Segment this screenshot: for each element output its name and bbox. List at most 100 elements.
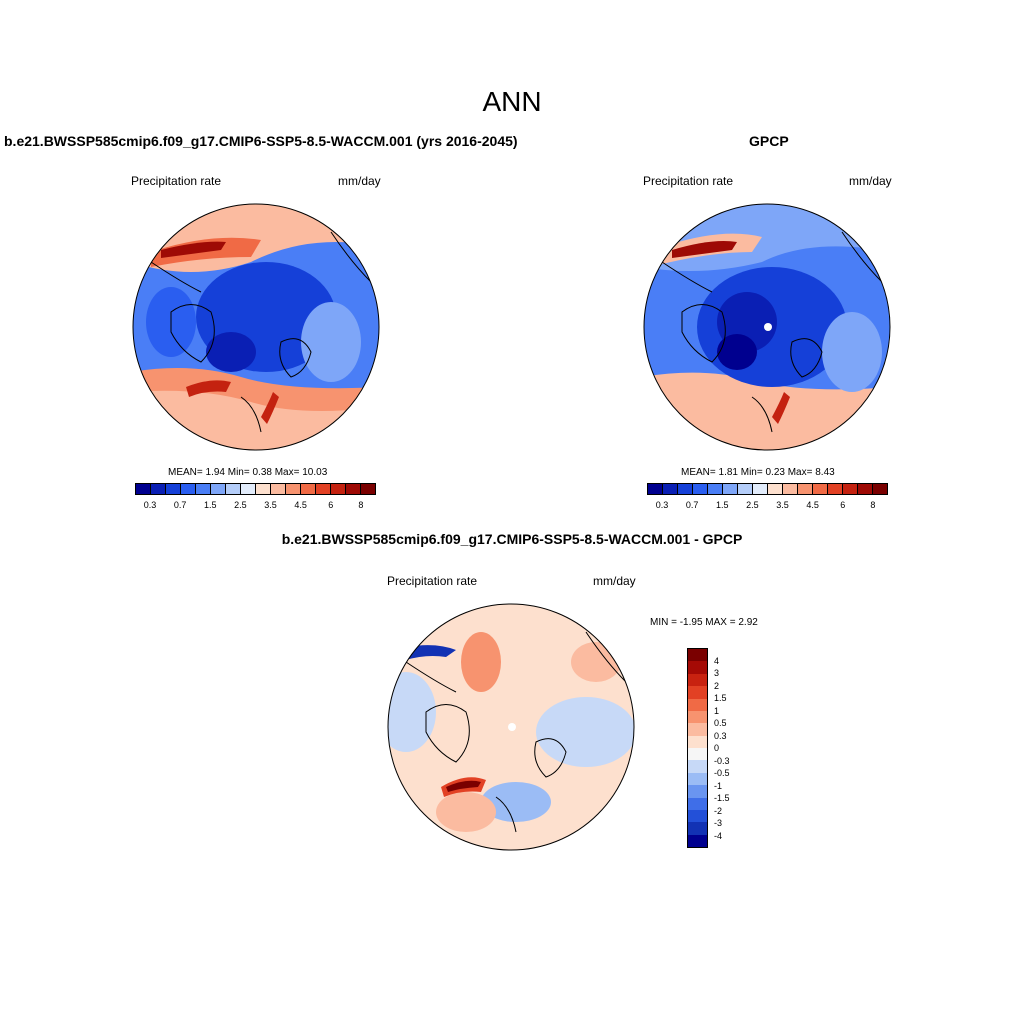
panel-2-variable: Precipitation rate [643,174,734,188]
panel-2-colorbar-tick-label: 0.7 [685,500,699,510]
panel-3-colorbar-tick-label: -0.3 [714,755,730,766]
panel-3-colorbar-swatch [688,673,707,687]
panel-1-colorbar-swatch [211,484,226,494]
panel-2-colorbar [647,483,888,495]
panel-2-colorbar-swatch [873,484,887,494]
panel-2-colorbar-tick-label: 8 [870,500,876,510]
panel-2-colorbar-swatch [768,484,783,494]
panel-2-map [643,203,891,451]
panel-3-colorbar-tick-label: -4 [714,830,723,841]
panel-2-colorbar-tick-label: 1.5 [716,500,729,510]
panel-1-colorbar-tick-label: 8 [358,500,364,510]
panel-1-colorbar-swatch [271,484,286,494]
panel-1-map [132,203,380,451]
panel-3-colorbar-tick-label: -0.5 [714,768,730,778]
panel-1-colorbar-swatch [151,484,166,494]
panel-3-colorbar-tick-label: 4 [714,655,720,666]
panel-1-colorbar-tick-label: 2.5 [234,500,247,510]
panel-3-colorbar-swatch [688,822,707,835]
panel-1-colorbar-swatch [316,484,331,494]
panel-3-colorbar-tick-label: -3 [714,818,723,828]
panel-1-colorbar-tick-label: 1.5 [204,500,217,510]
panel-2-colorbar-swatch [708,484,723,494]
panel-2-colorbar-tick-label: 4.5 [806,500,819,510]
panel-2-colorbar-swatch [783,484,798,494]
panel-2-stats: MEAN= 1.81 Min= 0.23 Max= 8.43 [681,467,835,478]
panel-2-colorbar-tick-label: 2.5 [746,500,759,510]
panel-3-colorbar-swatch [688,661,707,674]
panel-3-colorbar-swatch [688,772,707,786]
panel-3-colorbar-tick-label: -1.5 [714,793,730,803]
panel-3-colorbar-ticks: 4 3 2 1.5 1 0.5 0.3 0 -0.3 -0.5 -1 -1.5 -2 -3 -4 [714,648,754,848]
panel-1-stats: MEAN= 1.94 Min= 0.38 Max= 10.03 [168,467,328,478]
panel-3-colorbar-swatch [688,834,707,847]
panel-3-colorbar [687,648,708,848]
panel-2-colorbar-swatch [843,484,858,494]
panel-1-colorbar-swatch [226,484,241,494]
panel-2-colorbar-swatch [663,484,678,494]
panel-3-colorbar-swatch [688,735,707,748]
panel-2-colorbar-swatch [738,484,753,494]
panel-3-colorbar-tick-label: 0.5 [714,718,727,728]
panel-3-colorbar-tick-label: 2 [714,680,720,691]
panel-3-colorbar-swatch [688,723,707,736]
panel-3-colorbar-tick-label: -1 [714,780,723,791]
panel-1-colorbar-swatch [241,484,256,494]
panel-2-colorbar-swatch [828,484,843,494]
panel-1-colorbar-swatch [196,484,211,494]
panel-1-colorbar-swatch [361,484,375,494]
panel-1-colorbar-swatch [286,484,301,494]
panel-2-colorbar-swatch [798,484,813,494]
panel-1-colorbar-swatch [136,484,151,494]
panel-2-colorbar-swatch [723,484,738,494]
panel-2-colorbar-swatch [678,484,693,494]
season-title: ANN [482,86,542,117]
panel-3-colorbar-tick-label: 0 [714,743,720,753]
panel-1-colorbar-ticks: 0.3 0.7 1.5 2.5 3.5 4.5 6 8 [135,500,376,514]
panel-2-units: mm/day [849,174,892,188]
panel-1-colorbar-tick-label: 0.7 [173,500,187,510]
panel-1-colorbar-swatch [331,484,346,494]
panel-2-colorbar-swatch [693,484,708,494]
panel-3-units: mm/day [593,574,636,588]
panel-1-colorbar-tick-label: 4.5 [294,500,307,510]
panel-2-colorbar-tick-label: 6 [840,500,846,510]
panel-1-colorbar-tick-label: 6 [328,500,334,510]
panel-2-colorbar-swatch [648,484,663,494]
panel-3-colorbar-swatch [688,748,707,761]
panel-2-title: GPCP [749,133,789,149]
panel-2-colorbar-swatch [753,484,768,494]
panel-3-stats: MIN = -1.95 MAX = 2.92 [650,617,758,628]
panel-3-colorbar-swatch [688,785,707,798]
panel-2-colorbar-swatch [858,484,873,494]
panel-1-title: b.e21.BWSSP585cmip6.f09_g17.CMIP6-SSP5-8… [4,133,518,149]
panel-3-map [387,603,635,851]
panel-1-colorbar [135,483,376,495]
panel-3-colorbar-swatch [688,649,707,662]
panel-3-colorbar-swatch [688,760,707,773]
panel-2-colorbar-ticks: 0.3 0.7 1.5 2.5 3.5 4.5 6 8 [647,500,888,514]
panel-3-variable: Precipitation rate [387,574,478,588]
panel-1-units: mm/day [338,174,381,188]
panel-3-colorbar-swatch [688,710,707,724]
panel-2-colorbar-swatch [813,484,828,494]
panel-1-colorbar-swatch [166,484,181,494]
panel-3-colorbar-swatch [688,797,707,810]
panel-1-colorbar-swatch [181,484,196,494]
panel-1-colorbar-swatch [346,484,361,494]
panel-3-colorbar-tick-label: 3 [714,668,720,678]
panel-1-colorbar-swatch [256,484,271,494]
panel-3-colorbar-swatch [688,809,707,823]
panel-1-colorbar-tick-label: 3.5 [264,500,277,510]
panel-1-variable: Precipitation rate [131,174,222,188]
panel-3-colorbar-tick-label: 1.5 [714,693,727,703]
panel-2-colorbar-tick-label: 3.5 [776,500,789,510]
panel-1-colorbar-tick-label: 0.3 [143,500,157,510]
panel-3-colorbar-swatch [688,698,707,711]
panel-3-colorbar-tick-label: 0.3 [714,730,727,741]
panel-1-colorbar-swatch [301,484,316,494]
panel-3-colorbar-tick-label: -2 [714,805,723,816]
panel-2-colorbar-tick-label: 0.3 [655,500,669,510]
panel-3-colorbar-tick-label: 1 [714,705,720,716]
panel-3-title: b.e21.BWSSP585cmip6.f09_g17.CMIP6-SSP5-8… [281,531,743,547]
